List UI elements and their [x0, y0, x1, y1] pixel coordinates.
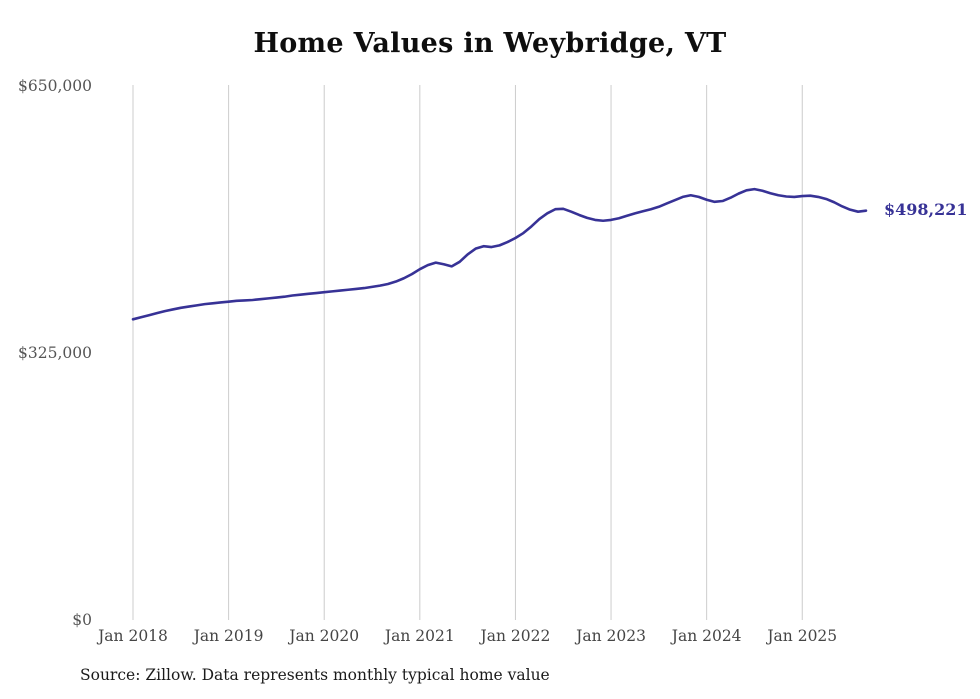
x-tick-label: Jan 2022 [479, 627, 551, 645]
y-tick-label: $650,000 [18, 77, 92, 95]
latest-value-label: $498,221 [884, 199, 968, 219]
chart-title: Home Values in Weybridge, VT [253, 28, 727, 59]
x-tick-label: Jan 2021 [383, 627, 455, 645]
series-line [131, 187, 868, 321]
y-tick-label: $0 [72, 611, 92, 629]
source-note: Source: Zillow. Data represents monthly … [80, 666, 550, 684]
x-tick-label: Jan 2019 [192, 627, 264, 645]
x-tick-label: Jan 2025 [765, 627, 837, 645]
x-tick-label: Jan 2020 [287, 627, 359, 645]
x-tick-label: Jan 2018 [96, 627, 168, 645]
x-tick-label: Jan 2024 [670, 627, 742, 645]
x-tick-label: Jan 2023 [574, 627, 646, 645]
y-tick-label: $325,000 [18, 344, 92, 362]
